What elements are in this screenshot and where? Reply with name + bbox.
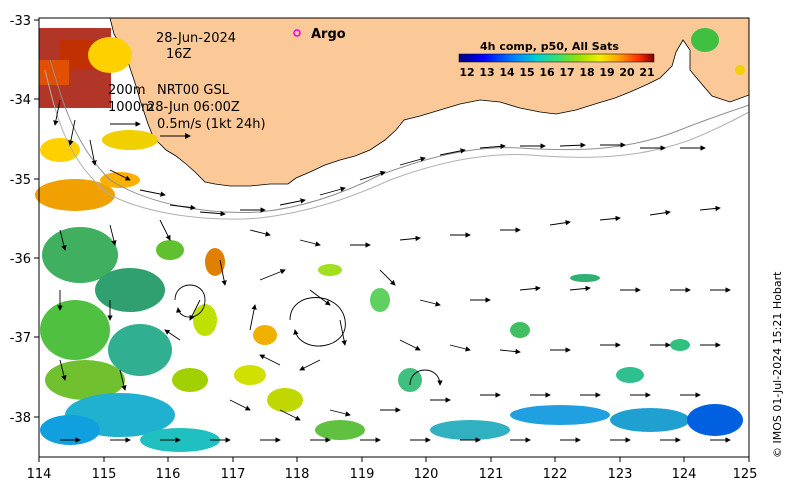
argo-label: Argo — [311, 27, 346, 42]
x-tick-label: 123 — [608, 467, 633, 482]
y-tick-label: -36 — [10, 252, 31, 267]
velocity-scale-label: 0.5m/s (1kt 24h) — [157, 117, 266, 132]
colorbar-tick: 15 — [519, 66, 534, 79]
product-time: 28-Jun 06:00Z — [147, 100, 240, 115]
map-date: 28-Jun-2024 — [156, 31, 236, 46]
colorbar-title: 4h comp, p50, All Sats — [480, 40, 619, 53]
colorbar-tick: 18 — [579, 66, 594, 79]
x-tick-label: 114 — [27, 467, 52, 482]
x-tick-label: 115 — [92, 467, 117, 482]
x-axis-ticks — [38, 457, 750, 462]
isobath-1000-label: 1000m — [108, 100, 154, 115]
x-axis-labels: 114 115 116 117 118 119 120 121 122 123 … — [27, 467, 758, 482]
map-hour: 16Z — [166, 47, 192, 62]
colorbar-tick: 14 — [499, 66, 515, 79]
colorbar-tick: 16 — [539, 66, 555, 79]
x-tick-label: 118 — [285, 467, 310, 482]
x-tick-label: 122 — [543, 467, 568, 482]
credit-label: © IMOS 01-Jul-2024 15:21 Hobart — [771, 271, 784, 458]
x-tick-label: 117 — [221, 467, 246, 482]
isobath-200-label: 200m — [108, 83, 145, 98]
y-tick-label: -37 — [10, 331, 31, 346]
colorbar — [458, 53, 655, 63]
colorbar-tick: 19 — [599, 66, 614, 79]
colorbar-tick: 13 — [479, 66, 494, 79]
sst-patches — [35, 28, 745, 452]
argo-marker-icon — [293, 29, 301, 37]
plot-frame — [38, 17, 750, 458]
colorbar-ticks: 12 13 14 15 16 17 18 19 20 21 — [459, 66, 654, 79]
colorbar-tick: 21 — [639, 66, 654, 79]
y-tick-label: -35 — [10, 173, 31, 188]
y-tick-label: -38 — [10, 411, 31, 426]
isobath-200m — [49, 59, 750, 213]
x-tick-label: 116 — [156, 467, 181, 482]
x-tick-label: 124 — [672, 467, 697, 482]
y-tick-label: -34 — [10, 93, 31, 108]
eddies — [174, 284, 443, 386]
y-tick-label: -33 — [10, 14, 31, 29]
colorbar-tick: 17 — [559, 66, 574, 79]
y-axis-ticks — [34, 19, 39, 418]
colorbar-tick: 12 — [459, 66, 474, 79]
x-tick-label: 120 — [414, 467, 439, 482]
y-axis-labels: -33 -34 -35 -36 -37 -38 — [10, 14, 31, 426]
product-label: NRT00 GSL — [157, 83, 230, 98]
x-tick-label: 125 — [733, 467, 758, 482]
current-vectors — [53, 99, 731, 443]
colorbar-tick: 20 — [619, 66, 635, 79]
x-tick-label: 121 — [479, 467, 504, 482]
x-tick-label: 119 — [350, 467, 375, 482]
